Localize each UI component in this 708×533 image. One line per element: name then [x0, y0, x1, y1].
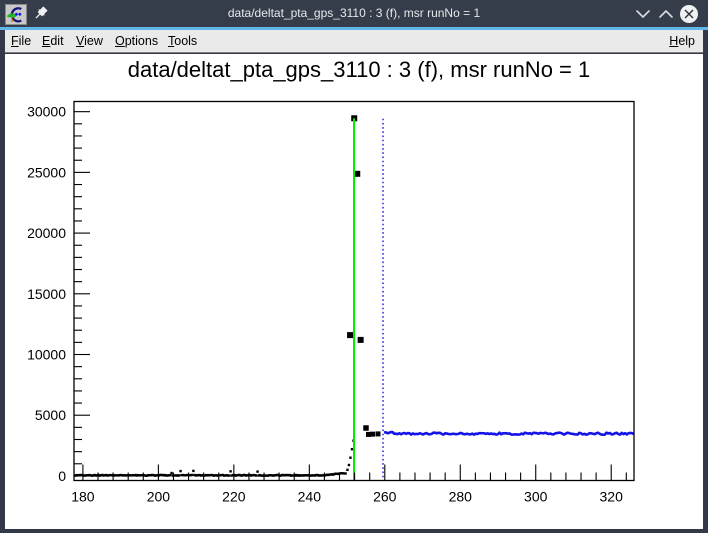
svg-text:200: 200 [147, 489, 171, 505]
svg-text:15000: 15000 [27, 286, 66, 302]
svg-text:20000: 20000 [27, 225, 66, 241]
svg-text:280: 280 [449, 489, 473, 505]
svg-text:25000: 25000 [27, 164, 66, 180]
svg-text:260: 260 [373, 489, 397, 505]
svg-text:30000: 30000 [27, 104, 66, 120]
svg-text:240: 240 [298, 489, 322, 505]
svg-text:180: 180 [71, 489, 95, 505]
svg-text:320: 320 [600, 489, 624, 505]
svg-text:10000: 10000 [27, 347, 66, 363]
svg-text:5000: 5000 [35, 407, 66, 423]
svg-text:220: 220 [222, 489, 246, 505]
svg-text:0: 0 [58, 468, 66, 484]
svg-text:300: 300 [524, 489, 548, 505]
